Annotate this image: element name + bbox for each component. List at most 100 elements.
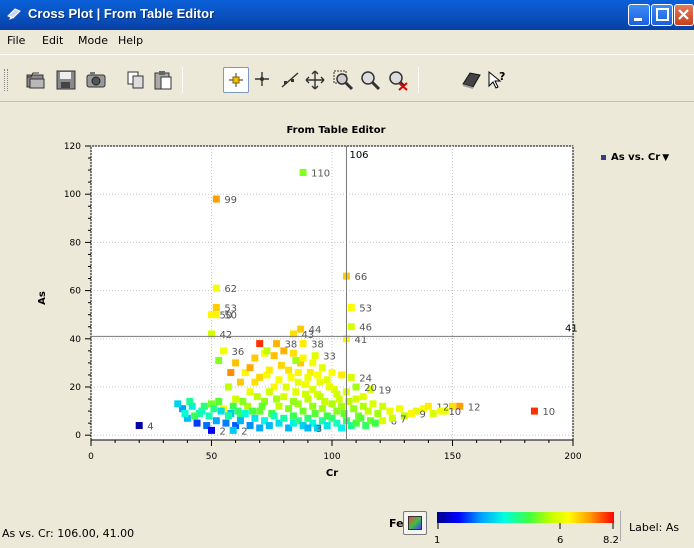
legend-dropdown-icon[interactable]: ▼ [662,153,670,163]
point-label: 6 [391,417,397,428]
line-fit-button[interactable] [277,67,303,93]
cross-plot[interactable]: From Table Editor 0 50 100 150 200 0 20 40 60 80 1… [0,104,694,504]
data-point [408,409,416,417]
data-point [362,422,370,430]
data-point [318,405,326,413]
menu-mode[interactable]: Mode [78,34,108,47]
data-point [328,414,336,422]
label-setting-panel[interactable]: Label: As [620,511,694,541]
data-point [309,419,317,427]
data-point [328,400,336,408]
y-tick-label: 120 [64,142,81,152]
toolbar: ? [0,54,694,102]
paste-button[interactable] [150,67,176,93]
toolbar-grip[interactable] [4,69,8,91]
data-point [309,402,317,410]
data-point [323,422,331,430]
legend-entry[interactable]: As vs. Cr ▼ [601,152,669,163]
data-point [222,419,230,427]
data-point [285,366,293,374]
x-axis-label: Cr [326,468,338,479]
data-point [333,390,341,398]
point-label: 46 [359,323,372,334]
point-label: 110 [311,169,330,180]
copy-button[interactable] [123,67,149,93]
open-button[interactable] [23,67,49,93]
data-point [299,169,307,177]
zoom-reset-button[interactable] [385,67,411,93]
data-point [371,419,379,427]
data-point [241,409,249,417]
data-point [265,388,273,396]
save-icon [56,70,76,90]
data-point [236,378,244,386]
context-help-button[interactable]: ? [484,67,510,93]
data-point [318,417,326,425]
data-point [208,311,215,319]
data-point [299,407,307,415]
snapshot-button[interactable] [83,67,109,93]
colorbar [437,512,614,523]
data-point [292,356,300,364]
color-map-button[interactable] [403,511,427,535]
data-point [181,409,189,417]
point-label: 7 [400,414,406,425]
minimize-button[interactable] [628,4,650,26]
title-bar[interactable]: Cross Plot | From Table Editor [0,0,694,30]
open-folder-icon [26,72,45,89]
data-point [364,407,372,415]
close-button[interactable] [674,4,694,26]
zoom-region-button[interactable] [330,67,356,93]
data-point [280,347,288,355]
data-point [208,400,215,408]
toolbar-separator [418,67,419,93]
data-point [275,376,283,384]
data-point [429,409,437,417]
crosshair-button[interactable] [250,67,276,93]
crosshair-x-label: 106 [349,150,368,161]
zoom-button[interactable] [357,67,383,93]
data-point [294,378,302,386]
data-point [277,361,285,369]
maximize-button[interactable] [651,4,673,26]
data-point [203,422,211,430]
menu-edit[interactable]: Edit [42,34,64,47]
data-point [256,340,264,348]
data-point [314,424,322,432]
y-axis-label: As [37,291,48,305]
data-point [265,422,273,430]
point-label: 24 [359,373,372,384]
data-point [188,402,196,410]
save-button[interactable] [53,67,79,93]
data-point [232,422,240,430]
data-point [449,402,456,410]
y-tick-label: 0 [75,431,81,441]
x-tick-label: 200 [564,452,581,462]
data-point [135,422,143,430]
pan-icon [305,70,325,90]
data-point [311,409,319,417]
label-setting: Label: As [629,521,680,534]
data-point [297,325,305,333]
data-point [232,359,240,367]
data-point [212,303,220,311]
point-label: 9 [420,409,426,420]
data-point [251,414,259,422]
point-label: 2 [241,426,247,437]
pan-button[interactable] [302,67,328,93]
x-tick-label: 0 [88,452,94,462]
notebook-button[interactable] [458,67,484,93]
data-point [338,402,346,410]
data-point [333,419,341,427]
data-point [379,402,387,410]
data-point [289,330,297,338]
data-point [304,395,312,403]
data-point [314,371,322,379]
menu-bar: File Edit Mode Help [0,30,694,52]
menu-file[interactable]: File [7,34,26,47]
data-point [215,397,223,405]
select-mode-button[interactable] [223,67,249,93]
menu-help[interactable]: Help [118,34,144,47]
data-point [289,419,297,427]
